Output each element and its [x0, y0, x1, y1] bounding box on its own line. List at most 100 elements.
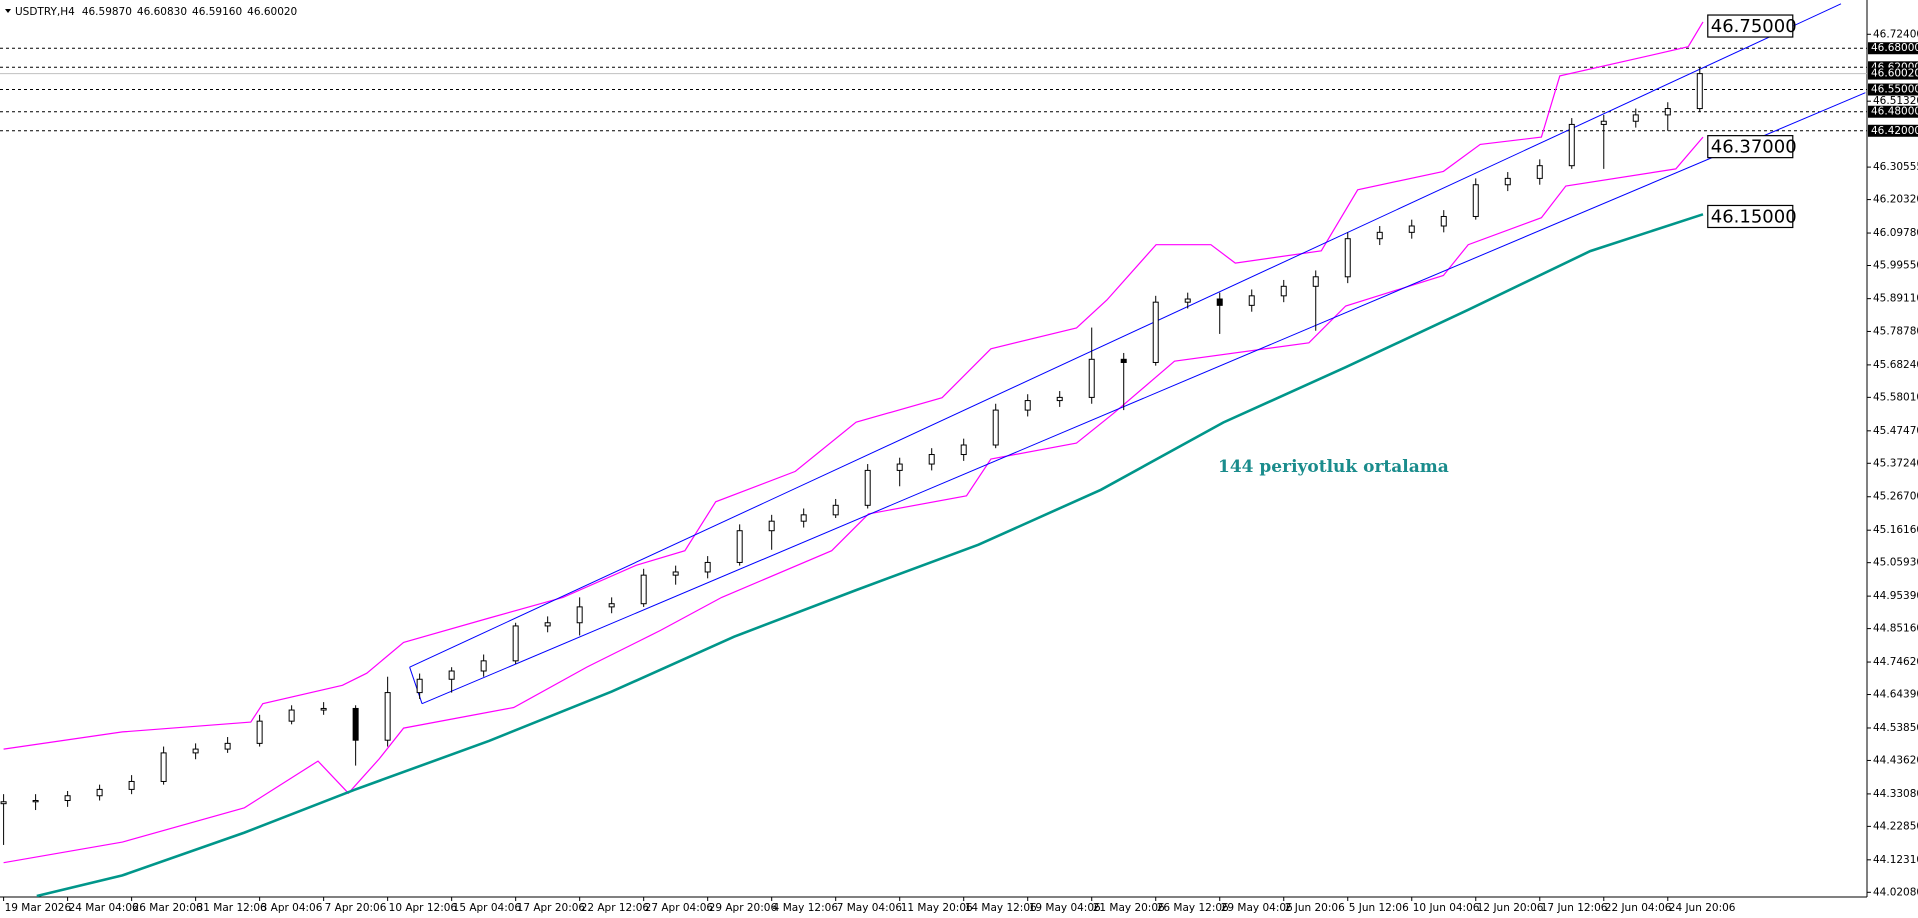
x-tick-label: 26 May 12:06 — [1157, 902, 1229, 914]
x-tick-label: 17 Jun 12:06 — [1541, 902, 1608, 914]
band-lower — [3, 136, 1704, 864]
candle-body — [0, 801, 7, 805]
quote-close: 46.60020 — [247, 6, 297, 18]
y-tick-label: 45.05930 — [1873, 557, 1918, 569]
candle-body — [896, 463, 903, 471]
candle-body — [1056, 396, 1063, 402]
candle-body — [640, 574, 647, 605]
band-upper — [3, 21, 1704, 750]
candle-body — [576, 606, 583, 624]
candle-body — [1408, 225, 1415, 233]
candle-body — [1152, 301, 1159, 363]
x-tick-label: 31 Mar 12:06 — [197, 902, 267, 914]
candle-body — [192, 748, 199, 754]
x-tick-label: 10 Jun 04:06 — [1413, 902, 1480, 914]
x-tick-label: 29 Apr 20:06 — [709, 902, 778, 914]
candle-body — [128, 780, 135, 790]
candle-body — [1024, 400, 1031, 411]
x-tick-label: 12 Jun 20:06 — [1477, 902, 1544, 914]
candle-body — [864, 469, 871, 506]
x-tick-label: 19 May 04:06 — [1029, 902, 1101, 914]
y-tick-label: 44.43620 — [1873, 754, 1918, 766]
price-annotation: 46.15000 — [1711, 206, 1797, 227]
menu-arrow[interactable] — [5, 9, 11, 13]
candle-body — [960, 444, 967, 456]
level-label-bg — [1868, 124, 1918, 137]
channel-lower — [421, 92, 1866, 705]
candle-body — [1376, 231, 1383, 240]
candle-body — [1184, 298, 1191, 303]
x-tick-label: 24 Mar 04:06 — [69, 902, 139, 914]
x-tick-label: 21 May 20:06 — [1093, 902, 1165, 914]
candle-body — [96, 788, 103, 797]
quote-open: 46.59870 — [82, 6, 132, 18]
candle-body — [224, 742, 231, 750]
x-tick-label: 7 Apr 20:06 — [325, 902, 387, 914]
candle-body — [928, 454, 935, 465]
x-tick-label: 22 Jun 04:06 — [1605, 902, 1672, 914]
x-tick-label: 2 Jun 20:06 — [1285, 902, 1345, 914]
candle-body — [768, 520, 775, 532]
candle-body — [1120, 358, 1127, 363]
level-label: 46.48000 — [1871, 106, 1918, 118]
level-label: 46.68000 — [1871, 42, 1918, 54]
y-tick-label: 44.74620 — [1873, 656, 1918, 668]
candle-body — [1312, 276, 1319, 287]
candle-body — [1504, 177, 1511, 186]
quote-low: 46.59160 — [192, 6, 242, 18]
candle-body — [1600, 120, 1607, 125]
y-tick-label: 46.09780 — [1873, 227, 1918, 239]
y-tick-label: 45.78780 — [1873, 325, 1918, 337]
y-tick-label: 44.02080 — [1873, 886, 1918, 898]
candle-body — [288, 709, 295, 722]
candle-body — [800, 514, 807, 522]
price-annotation: 46.37000 — [1711, 137, 1797, 158]
y-tick-label: 45.37240 — [1873, 457, 1918, 469]
level-label-bg — [1868, 105, 1918, 118]
candle-body — [352, 707, 359, 741]
x-tick-label: 5 Jun 12:06 — [1349, 902, 1409, 914]
x-tick-label: 26 Mar 20:06 — [133, 902, 203, 914]
candle-body — [1696, 73, 1703, 110]
candle-body — [320, 707, 327, 711]
level-label: 46.55000 — [1871, 84, 1918, 96]
candle-body — [736, 530, 743, 563]
candle-body — [1632, 114, 1639, 122]
x-tick-label: 22 Apr 12:06 — [581, 902, 650, 914]
x-tick-label: 24 Jun 20:06 — [1669, 902, 1736, 914]
x-tick-label: 17 Apr 20:06 — [517, 902, 586, 914]
x-tick-label: 7 May 04:06 — [837, 902, 903, 914]
symbol: USDTRY,H4 — [15, 6, 75, 18]
price-annotation-box — [1707, 14, 1794, 38]
x-tick-label: 3 Apr 04:06 — [261, 902, 323, 914]
y-tick-label: 45.26700 — [1873, 491, 1918, 503]
candle-body — [512, 625, 519, 662]
candle-body — [416, 678, 423, 694]
x-tick-label: 14 May 12:06 — [965, 902, 1037, 914]
price-annotation-box — [1707, 204, 1794, 229]
x-tick-label: 27 Apr 04:06 — [645, 902, 714, 914]
y-tick-label: 44.64390 — [1873, 689, 1918, 701]
header: USDTRY,H4 46.59870 46.60830 46.59160 46.6002… — [15, 6, 297, 18]
candle-body — [608, 603, 615, 608]
x-tick-label: 19 Mar 2026 — [5, 902, 72, 914]
candle-body — [480, 660, 487, 672]
candle-body — [32, 800, 39, 803]
y-tick-label: 45.68240 — [1873, 359, 1918, 371]
y-tick-label: 45.47470 — [1873, 425, 1918, 437]
y-tick-label: 46.51320 — [1873, 95, 1918, 107]
candle-body — [1216, 298, 1223, 306]
candle-body — [1088, 358, 1095, 398]
candle-body — [544, 622, 551, 627]
candle-body — [1472, 184, 1479, 217]
candle-body — [64, 795, 71, 802]
candle-body — [1536, 165, 1543, 179]
y-tick-label: 44.22850 — [1873, 820, 1918, 832]
candle-body — [160, 752, 167, 782]
y-tick-label: 46.30555 — [1873, 161, 1918, 173]
x-tick-label: 29 May 04:06 — [1221, 902, 1293, 914]
y-tick-label: 44.12310 — [1873, 854, 1918, 866]
y-tick-label: 44.95390 — [1873, 590, 1918, 602]
